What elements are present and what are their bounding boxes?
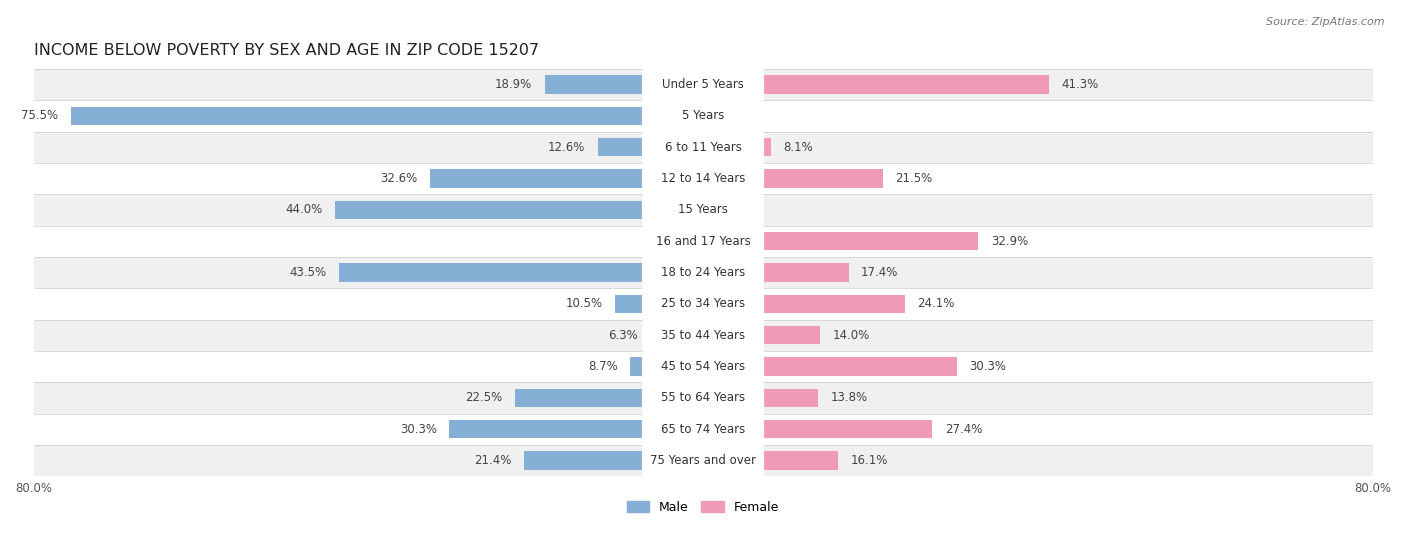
Text: 13.8%: 13.8%	[831, 391, 868, 404]
Text: 43.5%: 43.5%	[290, 266, 326, 279]
FancyBboxPatch shape	[643, 161, 763, 196]
Bar	[34, 288, 1372, 320]
FancyBboxPatch shape	[643, 255, 763, 290]
Text: 65 to 74 Years: 65 to 74 Years	[661, 423, 745, 435]
Bar	[34, 320, 1372, 351]
Bar	[339, 263, 703, 282]
Bar	[34, 351, 1372, 382]
Text: 21.5%: 21.5%	[896, 172, 932, 185]
Text: 18.9%: 18.9%	[495, 78, 533, 91]
Bar	[72, 107, 703, 125]
Text: 0.0%: 0.0%	[716, 203, 745, 216]
Text: 32.9%: 32.9%	[991, 235, 1028, 248]
Text: 32.6%: 32.6%	[381, 172, 418, 185]
FancyBboxPatch shape	[643, 443, 763, 478]
Text: 16.1%: 16.1%	[851, 454, 887, 467]
Bar	[34, 257, 1372, 288]
Text: 10.5%: 10.5%	[565, 297, 603, 310]
Text: 45 to 54 Years: 45 to 54 Years	[661, 360, 745, 373]
Text: 6.3%: 6.3%	[607, 329, 638, 342]
Bar	[703, 263, 849, 282]
Bar	[651, 326, 703, 344]
Bar	[703, 420, 932, 438]
FancyBboxPatch shape	[643, 380, 763, 415]
Bar	[616, 295, 703, 313]
Text: 15 Years: 15 Years	[678, 203, 728, 216]
Bar	[515, 389, 703, 407]
Bar	[703, 138, 770, 157]
Text: 12.6%: 12.6%	[547, 141, 585, 154]
Text: 21.4%: 21.4%	[474, 454, 512, 467]
Legend: Male, Female: Male, Female	[621, 496, 785, 519]
FancyBboxPatch shape	[643, 286, 763, 321]
Text: 6 to 11 Years: 6 to 11 Years	[665, 141, 741, 154]
Bar	[703, 232, 979, 250]
Bar	[598, 138, 703, 157]
Bar	[524, 452, 703, 470]
FancyBboxPatch shape	[643, 411, 763, 447]
Text: 30.3%: 30.3%	[969, 360, 1007, 373]
Bar	[450, 420, 703, 438]
Bar	[34, 414, 1372, 445]
Text: 55 to 64 Years: 55 to 64 Years	[661, 391, 745, 404]
FancyBboxPatch shape	[643, 349, 763, 384]
Bar	[430, 169, 703, 188]
Bar	[703, 357, 956, 376]
Text: 35 to 44 Years: 35 to 44 Years	[661, 329, 745, 342]
Text: 44.0%: 44.0%	[285, 203, 322, 216]
Bar	[703, 295, 904, 313]
Text: 27.4%: 27.4%	[945, 423, 983, 435]
Bar	[34, 163, 1372, 194]
Bar	[703, 75, 1049, 93]
Text: 0.0%: 0.0%	[661, 235, 690, 248]
Bar	[703, 389, 818, 407]
Text: 8.1%: 8.1%	[783, 141, 813, 154]
Bar	[335, 201, 703, 219]
FancyBboxPatch shape	[643, 67, 763, 102]
FancyBboxPatch shape	[643, 318, 763, 353]
Text: 14.0%: 14.0%	[832, 329, 870, 342]
FancyBboxPatch shape	[643, 192, 763, 228]
FancyBboxPatch shape	[643, 98, 763, 134]
Text: Under 5 Years: Under 5 Years	[662, 78, 744, 91]
Text: 0.0%: 0.0%	[716, 110, 745, 122]
Bar	[34, 69, 1372, 100]
Bar	[546, 75, 703, 93]
FancyBboxPatch shape	[643, 224, 763, 259]
Bar	[34, 100, 1372, 131]
Bar	[34, 445, 1372, 476]
Bar	[34, 194, 1372, 225]
Text: 41.3%: 41.3%	[1062, 78, 1098, 91]
Text: 12 to 14 Years: 12 to 14 Years	[661, 172, 745, 185]
Bar	[703, 169, 883, 188]
Text: Source: ZipAtlas.com: Source: ZipAtlas.com	[1267, 17, 1385, 27]
Bar	[703, 326, 820, 344]
Text: 17.4%: 17.4%	[860, 266, 898, 279]
Bar	[703, 452, 838, 470]
Text: 18 to 24 Years: 18 to 24 Years	[661, 266, 745, 279]
Text: 24.1%: 24.1%	[917, 297, 955, 310]
Text: 5 Years: 5 Years	[682, 110, 724, 122]
Text: 25 to 34 Years: 25 to 34 Years	[661, 297, 745, 310]
Text: 22.5%: 22.5%	[465, 391, 502, 404]
Text: 8.7%: 8.7%	[588, 360, 617, 373]
Text: 30.3%: 30.3%	[399, 423, 437, 435]
Text: 75 Years and over: 75 Years and over	[650, 454, 756, 467]
Bar	[630, 357, 703, 376]
Text: 16 and 17 Years: 16 and 17 Years	[655, 235, 751, 248]
Bar	[34, 382, 1372, 414]
Text: INCOME BELOW POVERTY BY SEX AND AGE IN ZIP CODE 15207: INCOME BELOW POVERTY BY SEX AND AGE IN Z…	[34, 43, 538, 58]
Bar	[34, 225, 1372, 257]
Text: 75.5%: 75.5%	[21, 110, 59, 122]
Bar	[34, 131, 1372, 163]
FancyBboxPatch shape	[643, 130, 763, 165]
